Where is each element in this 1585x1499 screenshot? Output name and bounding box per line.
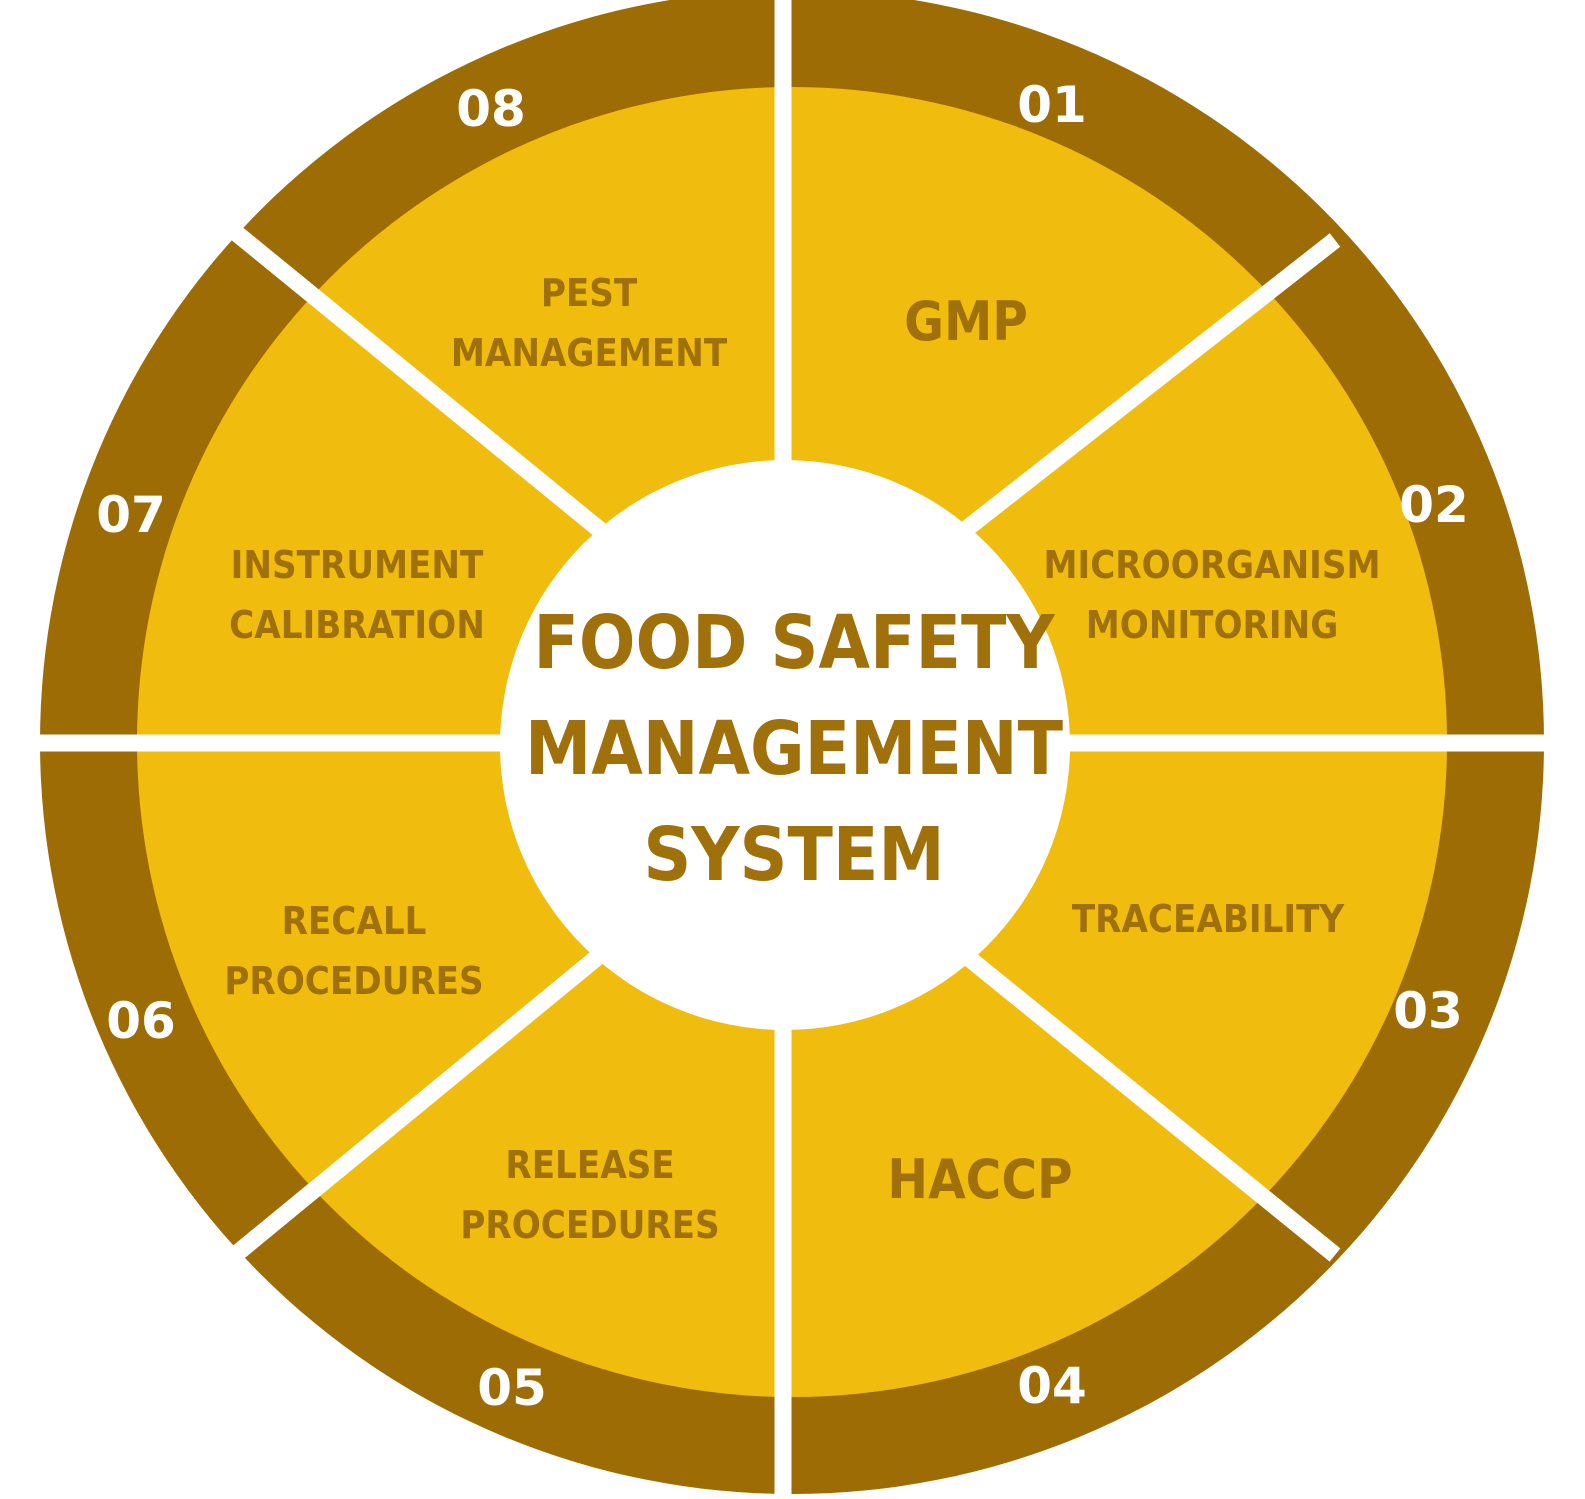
segment-number-06: 06	[106, 992, 176, 1050]
segment-label-05-line1: RELEASE	[505, 1143, 674, 1187]
segment-label-06-line1: RECALL	[282, 899, 427, 943]
segment-label-08-line2: MANAGEMENT	[451, 331, 728, 375]
segment-label-03-line1: TRACEABILITY	[1072, 897, 1346, 941]
segment-label-01-line1: GMP	[904, 290, 1028, 353]
segment-label-04-line1: HACCP	[887, 1148, 1072, 1211]
center-title-line3: SYSTEM	[643, 812, 944, 898]
segment-number-03: 03	[1393, 982, 1463, 1040]
segment-label-02-line1: MICROORGANISM	[1043, 543, 1380, 587]
segment-number-08: 08	[456, 80, 526, 138]
segment-label-07-line2: CALIBRATION	[229, 603, 485, 647]
divider-diag-bottom-left	[229, 948, 606, 1262]
segment-number-02: 02	[1399, 476, 1469, 534]
segment-label-02-line2: MONITORING	[1086, 603, 1339, 647]
segment-label-05-line2: PROCEDURES	[460, 1203, 719, 1247]
segment-number-07: 07	[96, 486, 166, 544]
divider-diag-bottom-right	[959, 948, 1341, 1262]
center-title-line2: MANAGEMENT	[525, 706, 1064, 792]
segment-labels: GMP MICROORGANISM MONITORING TRACEABILIT…	[224, 271, 1380, 1247]
center-title: FOOD SAFETY MANAGEMENT SYSTEM	[525, 600, 1064, 898]
segment-number-04: 04	[1017, 1357, 1087, 1415]
segment-dividers	[30, 0, 1560, 1499]
segment-label-06-line2: PROCEDURES	[224, 959, 483, 1003]
center-circle	[500, 460, 1070, 1030]
divider-diag-top-left	[229, 225, 606, 537]
segment-number-01: 01	[1017, 76, 1087, 134]
center-title-line1: FOOD SAFETY	[533, 600, 1055, 686]
segment-label-07-line1: INSTRUMENT	[231, 543, 484, 587]
segment-label-08-line1: PEST	[541, 271, 638, 315]
segment-number-05: 05	[477, 1359, 547, 1417]
segment-numbers: 01 02 03 04 05 06 07 08	[96, 76, 1469, 1417]
divider-diag-top-right	[959, 233, 1341, 537]
